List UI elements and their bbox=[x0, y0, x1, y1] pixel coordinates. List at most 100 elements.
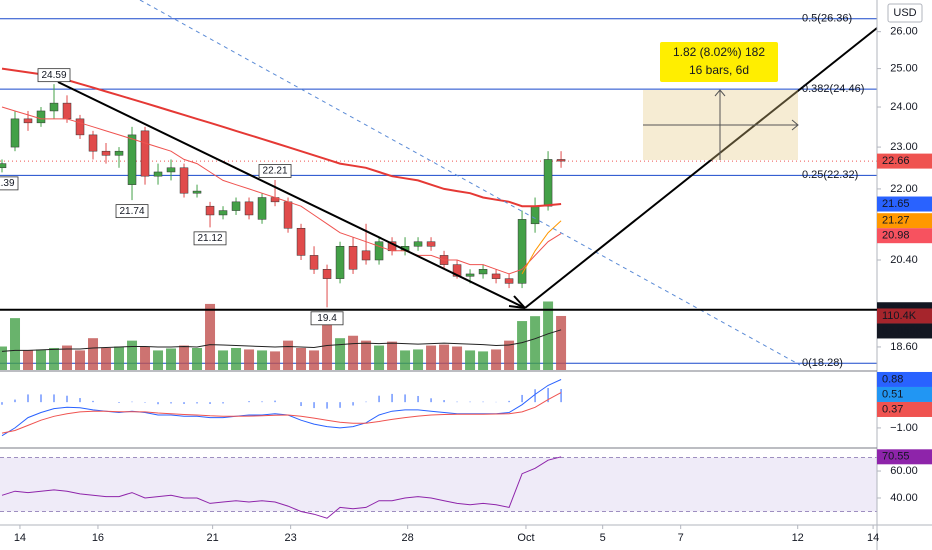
price-badge-label: 70.55 bbox=[882, 451, 910, 463]
price-badge-label: 110.4K bbox=[882, 310, 917, 322]
background-layer bbox=[0, 18, 877, 512]
candle-body bbox=[179, 167, 189, 194]
candle-body bbox=[530, 205, 540, 225]
candle-body bbox=[10, 118, 20, 148]
candle-body bbox=[296, 227, 306, 256]
indicator-line bbox=[1, 456, 562, 519]
measure-sublabel: 16 bars, 6d bbox=[689, 63, 749, 77]
x-tick-label: 16 bbox=[92, 532, 104, 544]
x-tick-label: 14 bbox=[867, 532, 879, 544]
candle-body bbox=[166, 167, 176, 173]
volume-bar bbox=[10, 318, 21, 370]
point-label-box bbox=[193, 231, 227, 246]
candle-body bbox=[322, 269, 332, 279]
volume-bar bbox=[75, 350, 86, 370]
fib-level-label: 0.382(24.46) bbox=[802, 83, 864, 95]
volume-bar bbox=[205, 303, 216, 370]
point-label: 24.59 bbox=[41, 70, 66, 81]
x-tick-label: 14 bbox=[14, 532, 26, 544]
volume-bar bbox=[88, 338, 99, 370]
indicator-line bbox=[1, 379, 562, 437]
price-badge bbox=[877, 228, 932, 244]
price-badge-label: 0.51 bbox=[882, 388, 903, 400]
candle-body bbox=[504, 278, 514, 284]
volume-bar bbox=[543, 301, 554, 370]
candle-body bbox=[244, 201, 254, 216]
candle-body bbox=[556, 159, 566, 162]
candle-body bbox=[517, 219, 527, 284]
volume-bar bbox=[270, 351, 281, 370]
measure-arrow bbox=[714, 89, 726, 97]
volume-bar bbox=[504, 340, 515, 370]
volume-bar bbox=[452, 346, 463, 370]
candle-body bbox=[309, 255, 319, 270]
candle-body bbox=[361, 250, 371, 261]
moving-average bbox=[521, 220, 562, 275]
y-tick-label: 22.00 bbox=[890, 183, 918, 195]
candle-body bbox=[491, 273, 501, 279]
volume-bar bbox=[426, 345, 437, 370]
volume-bar bbox=[244, 349, 255, 370]
arrow-head bbox=[508, 295, 526, 309]
volume-bar bbox=[23, 350, 34, 370]
volume-bar bbox=[309, 350, 320, 370]
candle-body bbox=[218, 210, 228, 216]
volume-bar bbox=[36, 349, 47, 370]
point-label-box bbox=[310, 311, 344, 326]
volume-bar bbox=[153, 350, 164, 370]
volume-bar bbox=[387, 341, 398, 370]
volume-bar bbox=[140, 346, 151, 370]
measure-label-box bbox=[660, 42, 778, 82]
candle-body bbox=[88, 134, 98, 152]
candle-body bbox=[23, 118, 33, 124]
candle-body bbox=[478, 269, 488, 275]
measure-label: 1.82 (8.02%) 182 bbox=[673, 45, 765, 59]
price-badge bbox=[877, 401, 932, 417]
volume-bar bbox=[231, 347, 242, 370]
candle-body bbox=[0, 163, 7, 169]
volume-bar bbox=[491, 349, 502, 370]
price-badge bbox=[877, 449, 932, 465]
x-tick-label: 12 bbox=[792, 532, 804, 544]
candle-body bbox=[374, 241, 384, 261]
point-label: 19.4 bbox=[317, 313, 337, 324]
y-tick-label: 40.00 bbox=[890, 492, 918, 504]
volume-bar bbox=[179, 345, 190, 370]
point-label-box bbox=[258, 164, 292, 178]
candle-body bbox=[75, 118, 85, 136]
volume-bar bbox=[439, 344, 450, 370]
volume-ma bbox=[1, 329, 562, 352]
candle-body bbox=[348, 246, 358, 270]
candle-body bbox=[101, 150, 111, 156]
y-tick-label: −1.00 bbox=[890, 422, 918, 434]
fib-level-label: 0.25(22.32) bbox=[802, 169, 858, 181]
price-badge bbox=[877, 308, 932, 324]
projection-line bbox=[524, 27, 878, 309]
volume-bar bbox=[556, 315, 567, 370]
point-label-box bbox=[0, 176, 19, 191]
candle-body bbox=[205, 205, 215, 216]
volume-bar bbox=[348, 335, 359, 370]
marks-layer bbox=[0, 67, 566, 519]
price-badge bbox=[877, 153, 932, 169]
volume-bar bbox=[49, 347, 60, 370]
volume-bar bbox=[517, 321, 528, 370]
y-tick-label: 18.60 bbox=[890, 341, 918, 353]
point-label-box bbox=[115, 204, 149, 219]
x-tick-label: Oct bbox=[517, 532, 534, 544]
volume-bar bbox=[257, 350, 268, 370]
price-badge-label: 0.37 bbox=[882, 403, 903, 415]
currency: USD bbox=[893, 7, 916, 19]
volume-bar bbox=[296, 347, 307, 370]
point-label: 22.39 bbox=[0, 178, 15, 189]
price-badge bbox=[877, 386, 932, 402]
volume-bar bbox=[413, 349, 424, 370]
candle-body bbox=[36, 110, 46, 124]
y-tick-label: 60.00 bbox=[890, 465, 918, 477]
candle-body bbox=[127, 134, 137, 185]
dashed-trendline bbox=[139, 0, 801, 366]
candle-body bbox=[335, 246, 345, 279]
point-label: 21.74 bbox=[120, 206, 145, 217]
price-badge-label: 82.059K bbox=[882, 325, 924, 337]
